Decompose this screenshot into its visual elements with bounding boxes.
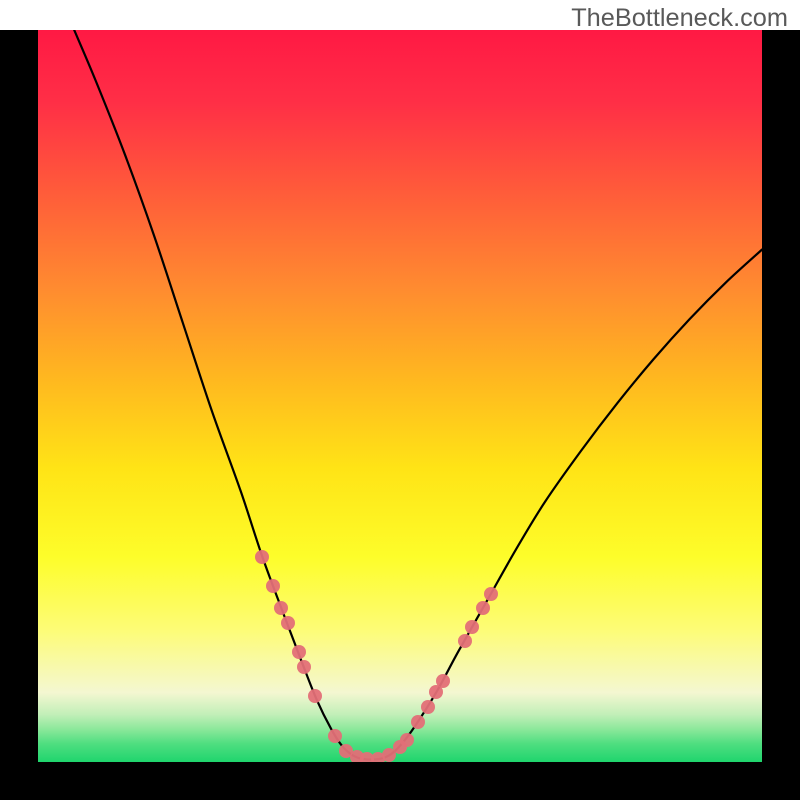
scatter-point xyxy=(458,634,472,648)
scatter-point xyxy=(484,587,498,601)
scatter-point xyxy=(476,601,490,615)
scatter-point xyxy=(281,616,295,630)
watermark-text: TheBottleneck.com xyxy=(571,4,788,33)
scatter-point xyxy=(411,715,425,729)
scatter-point xyxy=(274,601,288,615)
scatter-point xyxy=(400,733,414,747)
scatter-point xyxy=(465,620,479,634)
chart-plot-area xyxy=(38,30,762,762)
v-curve-line xyxy=(74,30,762,760)
scatter-point xyxy=(297,660,311,674)
scatter-point xyxy=(308,689,322,703)
scatter-point xyxy=(421,700,435,714)
scatter-point xyxy=(328,729,342,743)
scatter-point xyxy=(436,674,450,688)
scatter-point xyxy=(255,550,269,564)
scatter-point xyxy=(266,579,280,593)
chart-svg xyxy=(38,30,762,762)
scatter-point xyxy=(292,645,306,659)
